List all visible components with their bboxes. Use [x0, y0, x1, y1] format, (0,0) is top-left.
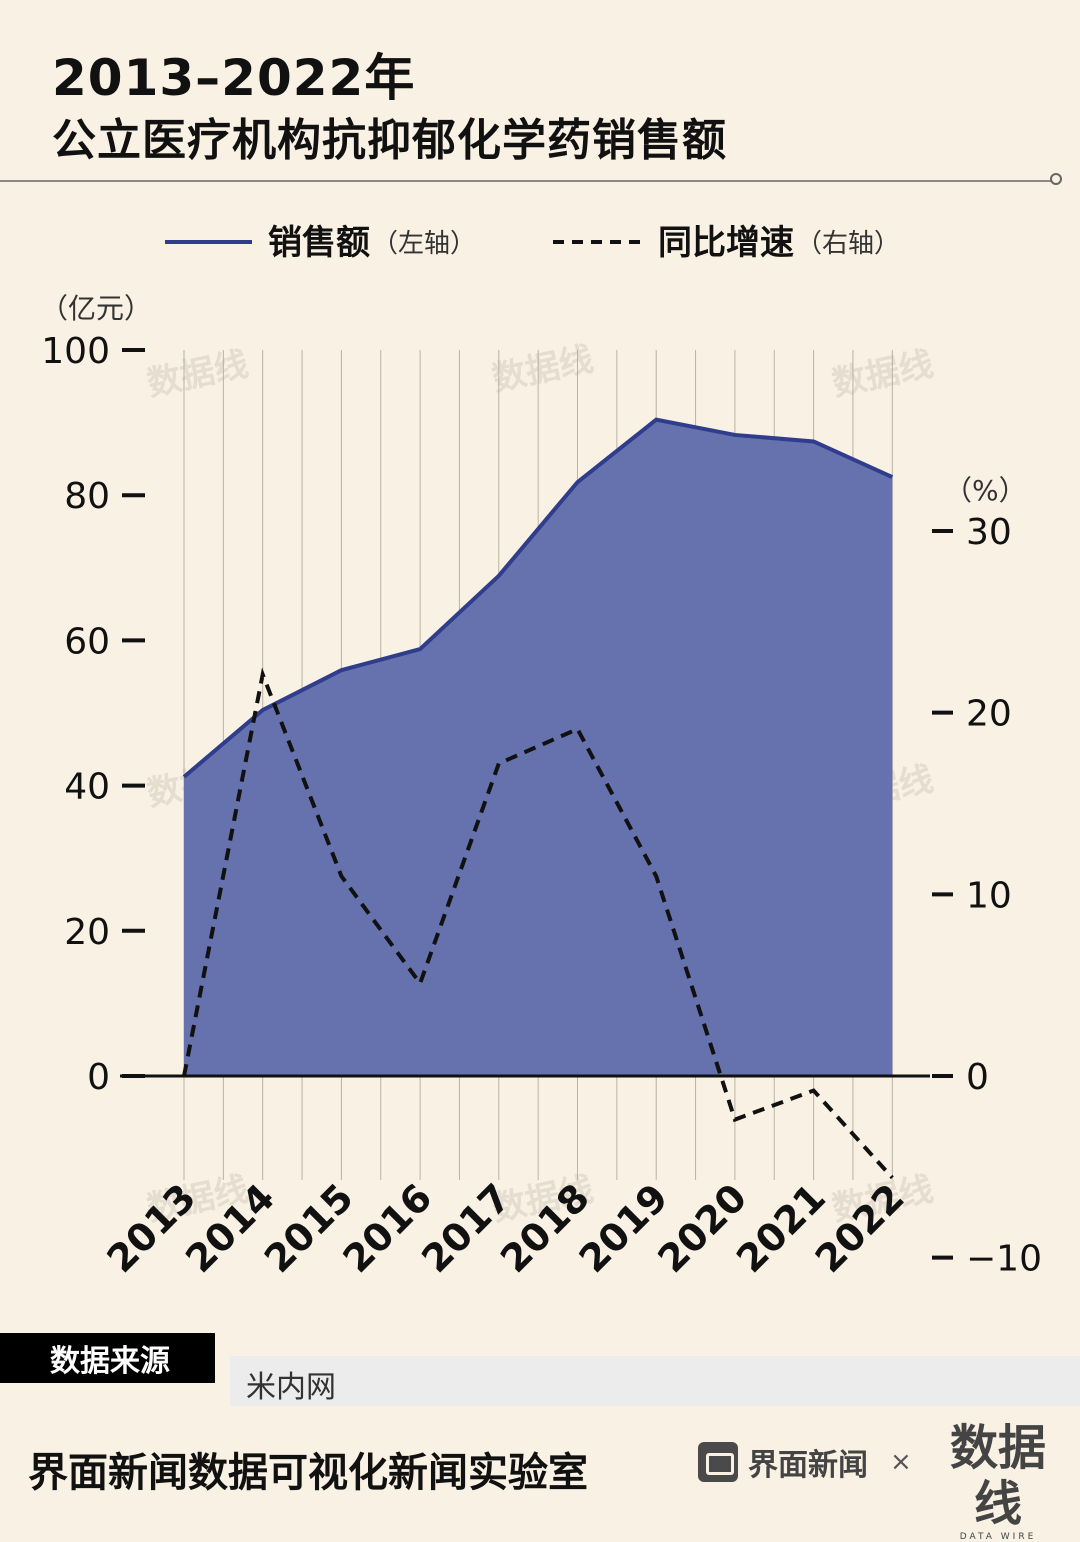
left-axis: 0 20 40 60 80 100 — [41, 331, 145, 1098]
left-axis-tick-label: 100 — [41, 331, 110, 372]
brand-separator: × — [890, 1447, 912, 1477]
right-axis-tick-label: 20 — [966, 694, 1012, 735]
brand-name: 界面新闻 — [748, 1448, 868, 1483]
left-axis-tick-label: 60 — [64, 621, 110, 662]
x-axis-label: 2017 — [413, 1175, 519, 1281]
source-label: 数据来源 — [0, 1333, 215, 1383]
watermark-text: 数据线 — [829, 344, 937, 404]
right-axis-unit: （%） — [944, 474, 1027, 507]
sales-line — [182, 417, 894, 779]
right-axis-tick-label: 30 — [966, 512, 1012, 553]
source-bar — [230, 1356, 1080, 1406]
chart-title-line1: 2013–2022年 — [52, 49, 416, 107]
x-axis-label: 2016 — [335, 1175, 441, 1281]
footer-lab-name: 界面新闻数据可视化新闻实验室 — [28, 1450, 588, 1496]
right-axis-tick-label: −10 — [966, 1239, 1042, 1280]
watermark-text: 数据线 — [489, 339, 597, 399]
left-axis-tick-label: 80 — [64, 476, 110, 517]
chart-title-line2: 公立医疗机构抗抑郁化学药销售额 — [52, 115, 727, 166]
left-axis-tick-label: 40 — [64, 767, 110, 808]
right-axis-tick-label: 10 — [966, 875, 1012, 916]
datawire-logo-en: DATA WIRE — [959, 1532, 1037, 1542]
legend-axis-growth: （右轴） — [796, 229, 900, 259]
legend: 销售额 （左轴） 同比增速 （右轴） — [165, 223, 900, 263]
footer-brand: 界面新闻 × — [698, 1440, 912, 1484]
watermark-text: 数据线 — [144, 344, 252, 404]
x-axis-label: 2015 — [256, 1175, 362, 1281]
legend-label-sales: 销售额 — [268, 223, 370, 263]
title-divider — [0, 180, 1058, 182]
growth-dashed-line — [182, 667, 894, 1180]
sales-area — [184, 419, 893, 1076]
divider-end-dot — [1050, 173, 1062, 185]
x-axis-label: 2020 — [649, 1175, 755, 1281]
left-axis-unit: （亿元） — [40, 292, 152, 325]
chart-area: 数据线数据线数据线数据线数据线数据线数据线数据线数据线 020406080100… — [40, 223, 1042, 1281]
left-axis-tick-label: 20 — [64, 912, 110, 953]
legend-label-growth: 同比增速 — [658, 223, 794, 263]
datawire-logo-cn: 数据线 — [949, 1420, 1046, 1532]
x-axis-label: 2021 — [728, 1175, 834, 1281]
left-axis-tick-label: 0 — [87, 1057, 110, 1098]
source-value: 米内网 — [246, 1370, 336, 1405]
right-axis: −10 0 10 20 30 — [932, 512, 1042, 1280]
right-axis-tick-label: 0 — [966, 1057, 989, 1098]
jiemian-logo-icon — [698, 1442, 738, 1482]
datawire-logo: 数据线 DATA WIRE — [938, 1420, 1058, 1542]
legend-axis-sales: （左轴） — [372, 229, 476, 259]
